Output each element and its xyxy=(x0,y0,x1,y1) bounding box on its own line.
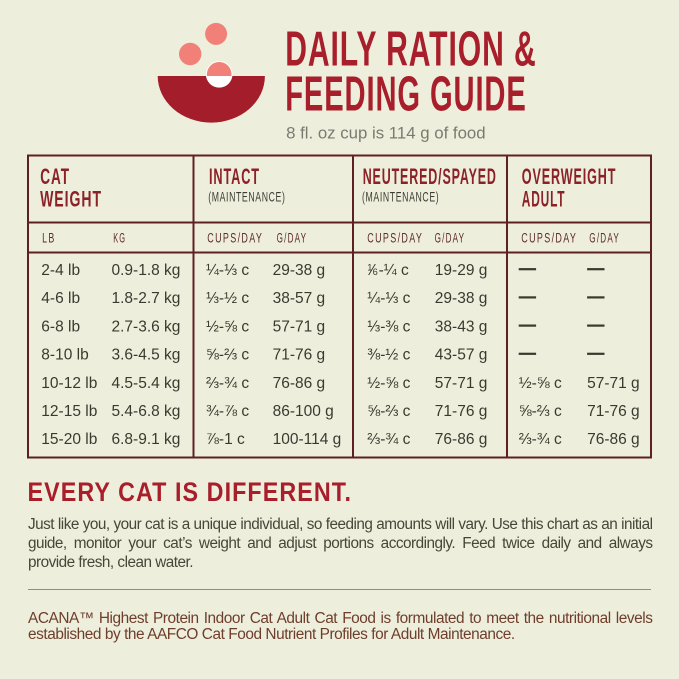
svg-text:FEEDING GUIDE: FEEDING GUIDE xyxy=(285,68,527,122)
svg-text:⅝-⅔ c: ⅝-⅔ c xyxy=(206,347,249,364)
svg-text:43-57 g: 43-57 g xyxy=(435,347,488,364)
svg-text:5.4-6.8 kg: 5.4-6.8 kg xyxy=(112,403,181,420)
svg-text:57-71 g: 57-71 g xyxy=(435,375,488,392)
svg-text:19-29 g: 19-29 g xyxy=(435,262,488,279)
svg-text:KG: KG xyxy=(113,230,126,245)
svg-text:10-12 lb: 10-12 lb xyxy=(41,375,97,392)
svg-text:G/DAY: G/DAY xyxy=(589,230,620,245)
svg-text:1⁄6: 1⁄6 xyxy=(367,262,378,279)
svg-text:15-20 lb: 15-20 lb xyxy=(41,431,97,448)
svg-text:29-38 g: 29-38 g xyxy=(273,262,326,279)
svg-text:(MAINTENANCE): (MAINTENANCE) xyxy=(208,189,285,205)
svg-text:2.7-3.6 kg: 2.7-3.6 kg xyxy=(112,318,181,335)
svg-text:CUPS/DAY: CUPS/DAY xyxy=(367,230,423,245)
svg-text:71-76 g: 71-76 g xyxy=(587,403,640,420)
svg-text:G/DAY: G/DAY xyxy=(435,230,466,245)
svg-text:12-15 lb: 12-15 lb xyxy=(41,403,97,420)
svg-text:3.6-4.5 kg: 3.6-4.5 kg xyxy=(112,347,181,364)
svg-text:38-43 g: 38-43 g xyxy=(435,318,488,335)
svg-text:1.8-2.7 kg: 1.8-2.7 kg xyxy=(112,290,181,307)
svg-text:⅔-¾ c: ⅔-¾ c xyxy=(519,431,562,448)
svg-text:⅔-¾ c: ⅔-¾ c xyxy=(367,431,410,448)
svg-text:CUPS/DAY: CUPS/DAY xyxy=(207,230,263,245)
svg-text:76-86 g: 76-86 g xyxy=(587,431,640,448)
svg-text:WEIGHT: WEIGHT xyxy=(40,186,102,211)
svg-text:-¼ c: -¼ c xyxy=(379,262,409,279)
svg-text:76-86 g: 76-86 g xyxy=(273,375,326,392)
svg-text:100-114 g: 100-114 g xyxy=(273,431,342,448)
svg-text:DAILY RATION &: DAILY RATION & xyxy=(285,23,537,77)
svg-text:8 fl. oz cup is 114 g of food: 8 fl. oz cup is 114 g of food xyxy=(286,125,486,143)
svg-text:G/DAY: G/DAY xyxy=(277,230,308,245)
svg-text:0.9-1.8 kg: 0.9-1.8 kg xyxy=(112,262,181,279)
svg-text:CAT: CAT xyxy=(40,164,70,189)
svg-text:(MAINTENANCE): (MAINTENANCE) xyxy=(362,189,439,205)
svg-text:57-71 g: 57-71 g xyxy=(587,375,640,392)
svg-text:⅜-½ c: ⅜-½ c xyxy=(367,347,410,364)
svg-text:38-57 g: 38-57 g xyxy=(273,290,326,307)
svg-text:OVERWEIGHT: OVERWEIGHT xyxy=(522,164,617,189)
svg-text:INTACT: INTACT xyxy=(209,164,260,189)
svg-text:8-10 lb: 8-10 lb xyxy=(41,347,88,364)
svg-text:57-71 g: 57-71 g xyxy=(273,318,326,335)
svg-text:¼-⅓ c: ¼-⅓ c xyxy=(206,262,249,279)
svg-text:86-100 g: 86-100 g xyxy=(273,403,334,420)
svg-text:76-86 g: 76-86 g xyxy=(435,431,488,448)
svg-text:6.8-9.1 kg: 6.8-9.1 kg xyxy=(112,431,181,448)
svg-text:⅓-½ c: ⅓-½ c xyxy=(206,290,249,307)
svg-text:4-6 lb: 4-6 lb xyxy=(41,290,80,307)
svg-text:½-⅝ c: ½-⅝ c xyxy=(367,375,410,392)
svg-text:½-⅝ c: ½-⅝ c xyxy=(206,318,249,335)
svg-text:⅔-¾ c: ⅔-¾ c xyxy=(206,375,249,392)
svg-text:⅝-⅔ c: ⅝-⅔ c xyxy=(519,403,562,420)
svg-text:NEUTERED/SPAYED: NEUTERED/SPAYED xyxy=(363,164,497,189)
svg-text:6-8 lb: 6-8 lb xyxy=(41,318,80,335)
svg-text:ADULT: ADULT xyxy=(522,186,566,211)
svg-text:71-76 g: 71-76 g xyxy=(273,347,326,364)
svg-text:4.5-5.4 kg: 4.5-5.4 kg xyxy=(112,375,181,392)
svg-text:⅓-⅜ c: ⅓-⅜ c xyxy=(367,318,410,335)
svg-text:CUPS/DAY: CUPS/DAY xyxy=(521,230,577,245)
svg-text:¼-⅓ c: ¼-⅓ c xyxy=(367,290,410,307)
svg-text:29-38 g: 29-38 g xyxy=(435,290,488,307)
svg-text:⅝-⅔ c: ⅝-⅔ c xyxy=(367,403,410,420)
svg-text:LB: LB xyxy=(42,230,56,245)
svg-text:½-⅝ c: ½-⅝ c xyxy=(519,375,562,392)
svg-text:2-4 lb: 2-4 lb xyxy=(41,262,80,279)
svg-text:¾-⅞ c: ¾-⅞ c xyxy=(206,403,249,420)
svg-text:⅞-1 c: ⅞-1 c xyxy=(206,431,245,448)
svg-text:71-76 g: 71-76 g xyxy=(435,403,488,420)
svg-text:EVERY CAT IS DIFFERENT.: EVERY CAT IS DIFFERENT. xyxy=(28,477,353,507)
